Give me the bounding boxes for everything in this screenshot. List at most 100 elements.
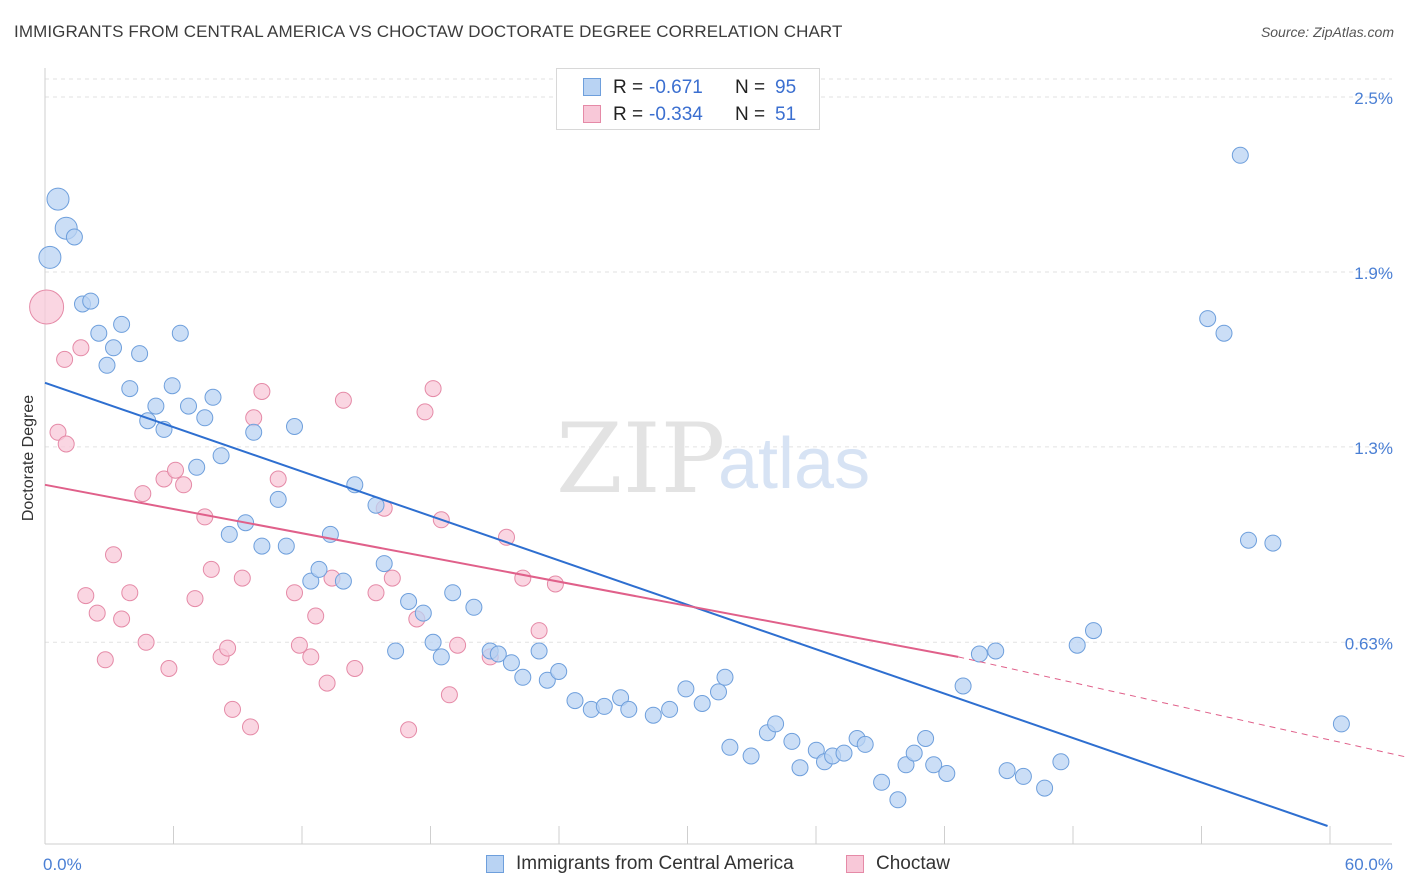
- central-america-point-9[interactable]: [113, 315, 131, 333]
- central-america-point-62[interactable]: [742, 747, 760, 765]
- choctaw-point-28[interactable]: [286, 584, 303, 602]
- central-america-point-35[interactable]: [375, 555, 393, 573]
- central-america-point-93[interactable]: [1240, 531, 1257, 549]
- central-america-point-7[interactable]: [98, 356, 116, 374]
- central-america-point-89[interactable]: [1199, 310, 1217, 328]
- choctaw-point-30[interactable]: [302, 648, 320, 666]
- central-america-point-85[interactable]: [1036, 779, 1054, 797]
- central-america-point-28[interactable]: [286, 418, 303, 435]
- central-america-point-18[interactable]: [188, 458, 206, 476]
- choctaw-point-7[interactable]: [96, 651, 114, 669]
- choctaw-point-25[interactable]: [245, 409, 263, 427]
- central-america-point-75[interactable]: [897, 756, 915, 774]
- central-america-point-11[interactable]: [131, 345, 149, 363]
- central-america-point-5[interactable]: [82, 292, 100, 310]
- choctaw-point-12[interactable]: [137, 633, 155, 651]
- choctaw-point-11[interactable]: [134, 485, 152, 503]
- choctaw-point-19[interactable]: [202, 560, 220, 578]
- central-america-point-80[interactable]: [954, 677, 972, 695]
- choctaw-point-17[interactable]: [186, 590, 204, 608]
- central-america-point-49[interactable]: [550, 663, 568, 680]
- choctaw-point-45[interactable]: [449, 636, 467, 654]
- choctaw-point-24[interactable]: [242, 718, 259, 736]
- central-america-point-67[interactable]: [807, 741, 825, 759]
- central-america-point-66[interactable]: [791, 759, 809, 777]
- central-america-point-76[interactable]: [905, 744, 923, 762]
- central-america-point-24[interactable]: [253, 537, 271, 555]
- central-america-point-8[interactable]: [105, 339, 122, 357]
- choctaw-point-49[interactable]: [530, 622, 548, 640]
- central-america-point-48[interactable]: [530, 642, 548, 660]
- choctaw-point-13[interactable]: [155, 470, 173, 488]
- central-america-point-21[interactable]: [212, 447, 230, 465]
- central-america-point-16[interactable]: [171, 324, 189, 342]
- central-america-point-57[interactable]: [677, 680, 695, 698]
- choctaw-point-14[interactable]: [160, 660, 178, 677]
- central-america-point-79[interactable]: [938, 765, 956, 782]
- central-america-point-20[interactable]: [204, 388, 222, 406]
- choctaw-point-41[interactable]: [416, 403, 434, 421]
- central-america-point-39[interactable]: [424, 633, 442, 651]
- choctaw-point-50[interactable]: [546, 575, 564, 593]
- central-america-point-27[interactable]: [277, 537, 295, 555]
- central-america-point-36[interactable]: [400, 593, 418, 610]
- central-america-point-73[interactable]: [873, 773, 891, 791]
- central-america-point-17[interactable]: [180, 397, 197, 415]
- choctaw-point-42[interactable]: [424, 380, 442, 398]
- central-america-point-46[interactable]: [489, 645, 507, 663]
- choctaw-point-5[interactable]: [77, 587, 95, 605]
- choctaw-point-39[interactable]: [400, 721, 418, 739]
- central-america-point-47[interactable]: [538, 671, 556, 689]
- choctaw-point-34[interactable]: [334, 391, 352, 409]
- central-america-point-77[interactable]: [917, 730, 935, 747]
- central-america-point-70[interactable]: [835, 744, 853, 762]
- central-america-point-59[interactable]: [710, 683, 727, 701]
- central-america-point-22[interactable]: [220, 525, 238, 543]
- central-america-point-38[interactable]: [414, 604, 432, 622]
- central-america-point-74[interactable]: [889, 791, 907, 809]
- choctaw-point-0[interactable]: [29, 289, 65, 325]
- choctaw-point-6[interactable]: [88, 604, 106, 622]
- choctaw-point-16[interactable]: [175, 476, 193, 494]
- central-america-point-84[interactable]: [1014, 767, 1032, 785]
- central-america-point-0[interactable]: [38, 245, 62, 269]
- central-america-point-83[interactable]: [998, 762, 1016, 780]
- central-america-point-6[interactable]: [90, 324, 108, 342]
- central-america-point-52[interactable]: [595, 697, 613, 715]
- central-america-point-29[interactable]: [302, 572, 320, 590]
- central-america-point-64[interactable]: [767, 715, 785, 733]
- choctaw-point-44[interactable]: [440, 686, 458, 704]
- choctaw-point-22[interactable]: [224, 700, 241, 718]
- central-america-point-87[interactable]: [1068, 636, 1086, 654]
- central-america-point-86[interactable]: [1052, 753, 1070, 771]
- central-america-point-26[interactable]: [269, 490, 287, 508]
- choctaw-point-31[interactable]: [307, 607, 325, 625]
- central-america-point-94[interactable]: [1264, 534, 1282, 552]
- central-america-point-65[interactable]: [783, 732, 801, 750]
- central-america-point-40[interactable]: [432, 648, 450, 666]
- central-america-point-15[interactable]: [163, 377, 181, 395]
- central-america-point-55[interactable]: [644, 706, 662, 724]
- central-america-point-72[interactable]: [856, 735, 874, 753]
- central-america-point-44[interactable]: [514, 668, 532, 686]
- central-america-point-30[interactable]: [310, 560, 328, 578]
- choctaw-point-48[interactable]: [514, 569, 532, 587]
- choctaw-point-21[interactable]: [219, 639, 237, 657]
- central-america-point-32[interactable]: [334, 572, 352, 590]
- central-america-point-82[interactable]: [987, 642, 1005, 660]
- central-america-point-78[interactable]: [925, 756, 943, 774]
- central-america-point-41[interactable]: [444, 584, 462, 602]
- central-america-point-50[interactable]: [566, 692, 584, 710]
- choctaw-point-9[interactable]: [113, 610, 131, 628]
- central-america-point-43[interactable]: [502, 654, 520, 672]
- central-america-point-13[interactable]: [147, 397, 165, 415]
- central-america-point-10[interactable]: [121, 380, 139, 398]
- central-america-point-19[interactable]: [196, 409, 214, 427]
- choctaw-point-23[interactable]: [233, 569, 251, 587]
- central-america-point-90[interactable]: [1215, 324, 1233, 342]
- choctaw-point-32[interactable]: [318, 674, 336, 692]
- choctaw-point-27[interactable]: [269, 470, 287, 488]
- choctaw-point-26[interactable]: [253, 383, 271, 400]
- choctaw-point-4[interactable]: [57, 435, 75, 453]
- choctaw-point-3[interactable]: [49, 423, 67, 441]
